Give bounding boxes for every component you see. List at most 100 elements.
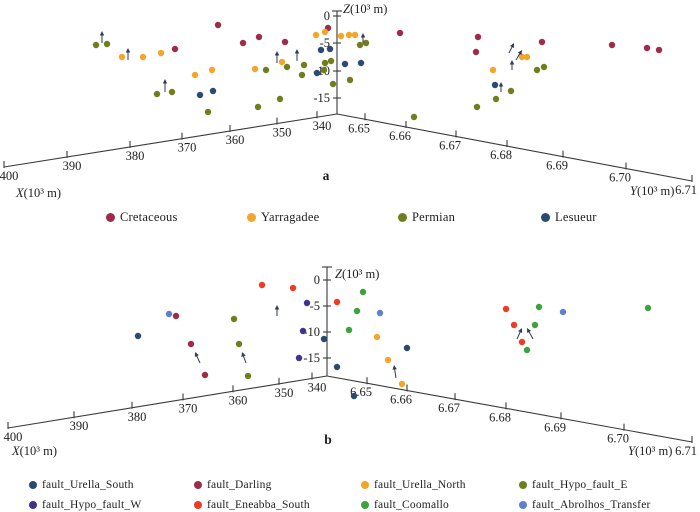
legend-swatch (247, 213, 256, 222)
data-point-Permian (533, 66, 541, 74)
data-point-fault_Eneabba_South (289, 284, 297, 292)
arrow-head (360, 33, 366, 38)
data-point-Cretaceous (255, 33, 263, 41)
data-point-Cretaceous (538, 38, 546, 46)
arrow-head (509, 60, 515, 65)
data-point-Yarragadee (312, 31, 320, 39)
legend-swatch (194, 481, 202, 489)
data-point-Lesueur (313, 69, 321, 77)
data-point-fault_Coomallo (345, 326, 353, 334)
x-tick-label: 390 (70, 419, 89, 433)
data-point-Permian (473, 103, 481, 111)
data-point-Cretaceous (472, 48, 480, 56)
data-point-Lesueur (196, 91, 204, 99)
y-axis-title: Y(10³ m) (630, 184, 674, 198)
data-point-Permian (204, 108, 212, 116)
legend-label: Yarragadee (261, 210, 320, 224)
arrow-head (527, 328, 532, 334)
data-point-Permian (262, 66, 270, 74)
z-tick-label: -10 (303, 325, 320, 339)
data-point-Permian (410, 113, 418, 121)
y-tick-label: 6.71 (675, 444, 697, 458)
legend-label: fault_Hypo_fault_W (42, 499, 142, 511)
data-point-Lesueur (491, 81, 499, 89)
data-point-Yarragadee (208, 66, 216, 74)
legend-swatch (29, 481, 37, 489)
data-point-Cretaceous (474, 33, 482, 41)
x-tick-label: 340 (313, 119, 332, 133)
legend-item: fault_Hypo_fault_E (519, 479, 628, 491)
y-tick-label: 6.71 (675, 183, 697, 197)
y-tick-label: 6.67 (438, 401, 460, 415)
data-point-fault_Hypo_fault_E (235, 340, 243, 348)
data-point-fault_Darling (201, 371, 209, 379)
data-point-Permian (153, 90, 161, 98)
legend-item: Lesueur (541, 210, 597, 225)
x-tick-label: 390 (63, 159, 82, 173)
data-point-fault_Abrolhos_Transfer (559, 308, 567, 316)
data-point-Permian (103, 40, 111, 48)
data-point-fault_Coomallo (523, 346, 531, 354)
data-point-Permian (300, 61, 308, 69)
data-point-Permian (492, 95, 500, 103)
data-point-fault_Urella_South (134, 332, 142, 340)
legend-item: fault_Abrolhos_Transfer (519, 499, 651, 511)
legend-label: fault_Urella_South (42, 479, 134, 491)
data-point-Yarragadee (251, 65, 259, 73)
data-point-fault_Coomallo (644, 304, 652, 312)
data-point-Lesueur (341, 60, 349, 68)
panel-label-a: a (323, 168, 330, 183)
arrow-head (274, 51, 280, 56)
data-point-fault_Abrolhos_Transfer (376, 309, 384, 317)
data-point-fault_Coomallo (535, 303, 543, 311)
y-axis-title: Y(10³ m) (628, 444, 672, 458)
y-axis (326, 375, 693, 443)
data-point-Permian (321, 59, 329, 67)
legend-label: fault_Hypo_fault_E (532, 479, 628, 491)
data-point-fault_Coomallo (359, 288, 367, 296)
data-point-Yarragadee (157, 49, 165, 57)
data-point-Permian (276, 95, 284, 103)
y-tick-label: 6.65 (348, 121, 370, 135)
data-point-Cretaceous (396, 29, 404, 37)
data-point-Yarragadee (118, 53, 126, 61)
data-point-Permian (362, 39, 370, 47)
y-tick-label: 6.68 (490, 148, 512, 162)
legend-swatch (361, 481, 369, 489)
data-point-fault_Hypo_fault_E (244, 372, 252, 380)
data-point-fault_Eneabba_South (258, 281, 266, 289)
data-point-Yarragadee (139, 53, 147, 61)
data-point-Yarragadee (351, 31, 359, 39)
data-point-fault_Urella_South (320, 335, 328, 343)
legend-swatch (398, 213, 407, 222)
arrow-head (162, 79, 168, 84)
data-point-Lesueur (317, 46, 325, 54)
data-point-fault_Darling (172, 312, 180, 320)
legend-item: fault_Hypo_fault_W (29, 499, 141, 511)
legend-item: Cretaceous (106, 210, 178, 225)
data-point-Permian (92, 41, 100, 49)
x-axis (7, 375, 328, 429)
data-point-Yarragadee (191, 71, 199, 79)
legend-item: fault_Coomallo (361, 499, 449, 511)
arrow-head (392, 365, 397, 370)
legend-label: Permian (412, 210, 456, 224)
x-axis (3, 113, 338, 168)
arrow-head (510, 43, 514, 49)
legend-swatch (541, 213, 550, 222)
data-point-Permian (327, 57, 335, 65)
z-axis-title: Z(10³ m) (335, 267, 379, 281)
x-axis-title: X(10³ m) (11, 444, 57, 458)
z-tick-label: 0 (314, 273, 320, 287)
data-point-fault_Eneabba_South (510, 321, 518, 329)
data-point-Permian (507, 87, 515, 95)
data-point-Yarragadee (278, 58, 286, 66)
data-point-Permian (168, 88, 176, 96)
arrow-head (294, 49, 300, 54)
legend-swatch (194, 501, 202, 509)
data-point-fault_Coomallo (531, 321, 539, 329)
z-tick-label: -15 (303, 351, 320, 365)
y-tick-label: 6.66 (389, 129, 411, 143)
legend-item: fault_Darling (194, 479, 272, 491)
